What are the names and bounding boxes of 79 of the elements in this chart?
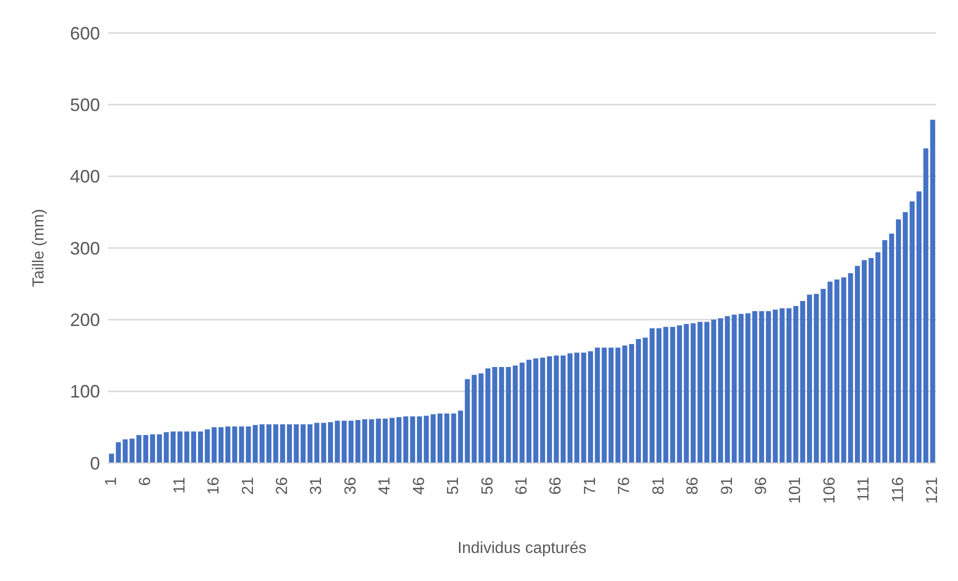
bar (506, 366, 511, 463)
x-tick-label: 101 (787, 476, 804, 504)
x-tick-label: 86 (684, 476, 702, 495)
y-tick-label: 500 (70, 95, 100, 116)
bar (130, 438, 135, 463)
bar (786, 308, 792, 463)
bar (177, 431, 182, 463)
bar (369, 419, 374, 463)
y-tick-label: 0 (90, 453, 100, 474)
x-tick-label: 61 (514, 476, 530, 495)
x-tick-label: 116 (890, 476, 907, 503)
bar (766, 311, 771, 463)
bar (807, 294, 812, 463)
y-tick-label: 600 (70, 23, 100, 44)
x-tick-label: 46 (410, 476, 428, 495)
x-tick-label: 21 (240, 476, 257, 495)
bar (109, 454, 114, 463)
bar (738, 314, 744, 463)
x-tick-label: 51 (445, 476, 462, 495)
bar (499, 366, 504, 463)
x-tick-label: 1 (102, 476, 120, 486)
x-tick-label: 111 (856, 476, 873, 502)
x-tick-label: 41 (376, 476, 394, 495)
bar (608, 348, 614, 463)
bar (286, 424, 292, 463)
x-tick-label: 106 (821, 476, 838, 504)
x-tick-label: 121 (924, 476, 942, 504)
bar (437, 414, 442, 463)
x-tick-label: 81 (650, 476, 668, 495)
bar (854, 266, 860, 463)
bar (526, 360, 532, 463)
bar (390, 418, 395, 463)
bar (239, 426, 244, 463)
x-tick-label: 11 (171, 476, 188, 494)
bar (260, 424, 265, 463)
bar (546, 356, 552, 463)
y-tick-label: 200 (70, 310, 100, 330)
bar (150, 434, 156, 463)
bar (916, 191, 922, 463)
x-tick-label: 16 (206, 476, 223, 495)
x-axis-title: Individus capturés (458, 540, 586, 557)
bar (828, 282, 833, 463)
x-tick-label: 36 (342, 476, 360, 495)
bar (307, 424, 312, 463)
bar (629, 344, 634, 463)
bar (328, 422, 333, 463)
bar (656, 328, 662, 463)
x-tick-label: 26 (274, 476, 291, 495)
bar (848, 273, 854, 463)
bar (588, 351, 594, 463)
bar (896, 219, 901, 463)
bar (458, 410, 464, 463)
bar (568, 353, 573, 463)
bar (348, 420, 354, 463)
bar (875, 252, 880, 463)
x-tick-label: 76 (616, 476, 634, 495)
y-tick-label: 400 (70, 166, 100, 187)
bar (416, 416, 422, 463)
bar (156, 434, 162, 463)
x-tick-label: 66 (548, 476, 565, 495)
x-tick-label: 56 (479, 476, 496, 495)
y-tick-label: 100 (70, 382, 100, 402)
bar (266, 424, 272, 463)
bar (636, 339, 641, 463)
x-tick-label: 6 (137, 476, 154, 486)
bar (745, 313, 750, 463)
y-axis-title: Taille (mm) (30, 208, 48, 288)
x-tick-label: 71 (582, 476, 599, 495)
bar (718, 318, 724, 463)
bar (698, 322, 703, 463)
bar (218, 427, 224, 463)
x-tick-label: 96 (753, 476, 770, 495)
x-tick-label: 91 (718, 476, 736, 495)
bar (198, 431, 203, 463)
x-tick-label: 31 (308, 476, 326, 495)
bar (676, 325, 682, 463)
bar (396, 417, 402, 463)
y-tick-label: 300 (70, 238, 100, 258)
bar (478, 373, 484, 463)
